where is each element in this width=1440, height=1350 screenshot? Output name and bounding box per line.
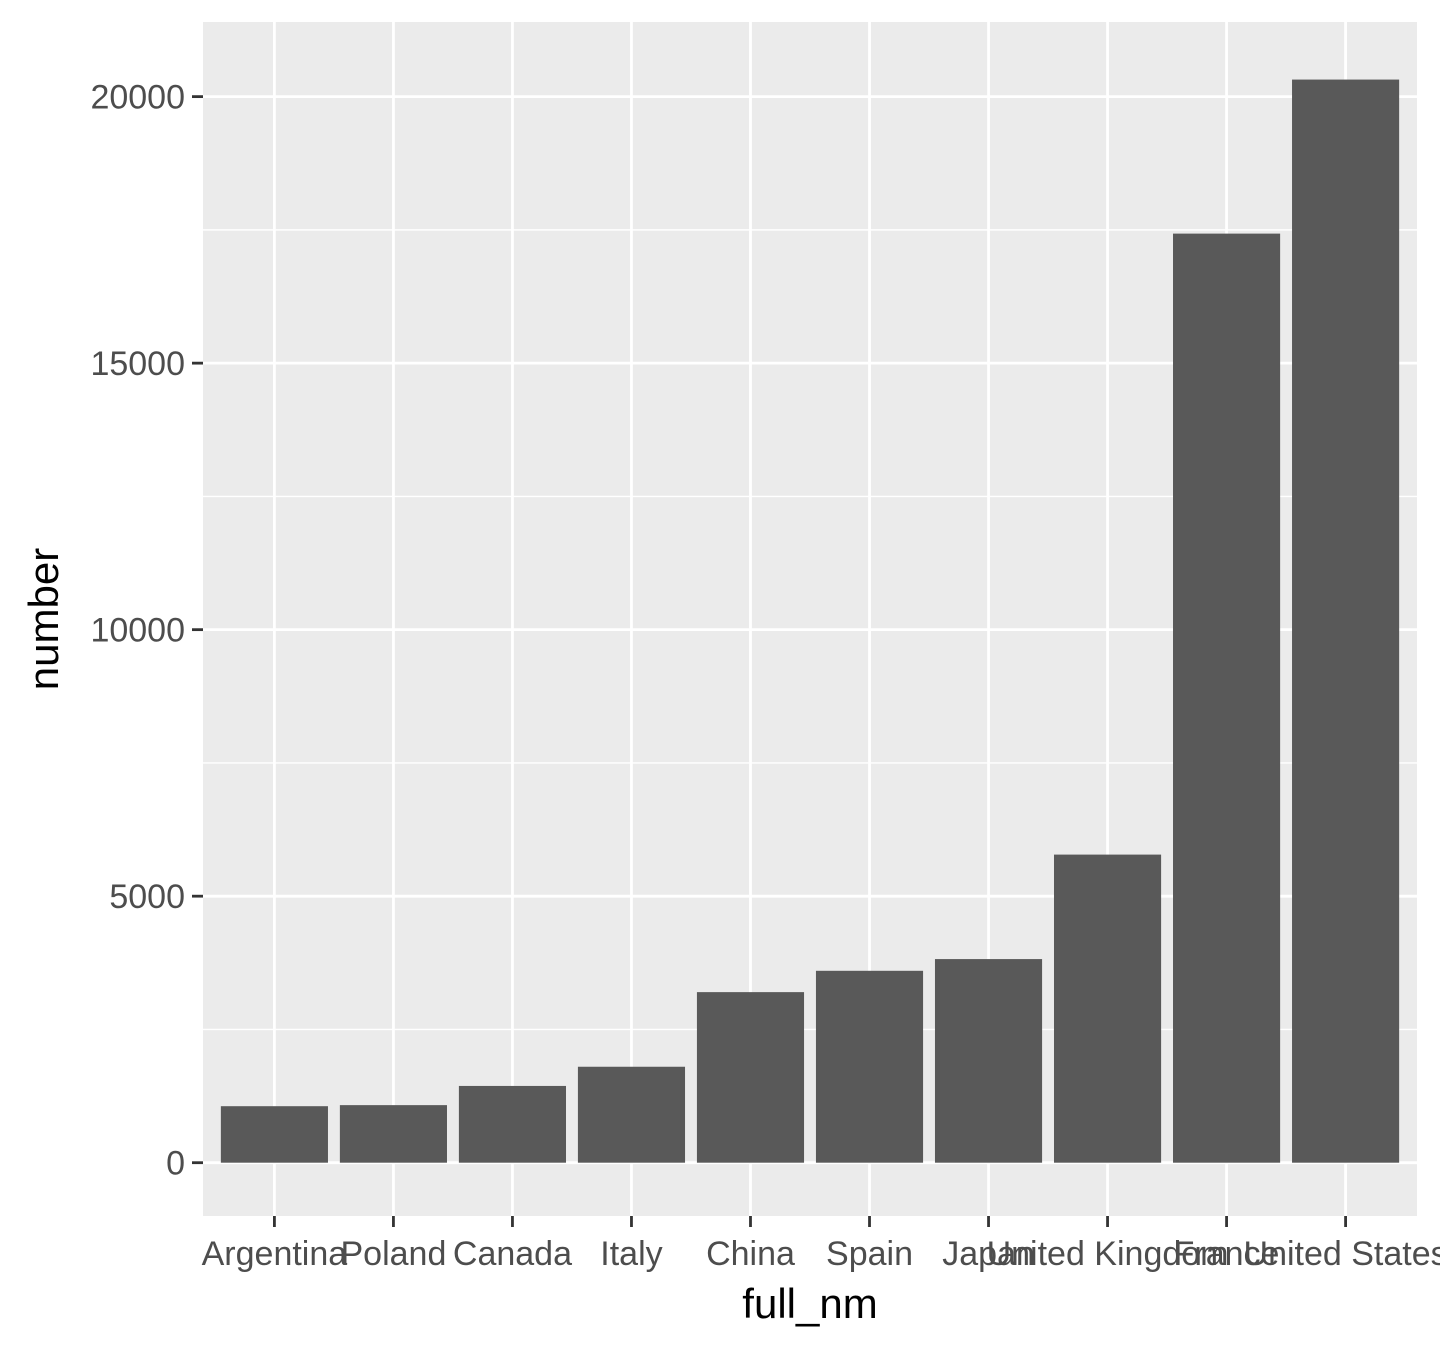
- x-tick-label: United Kingdom: [987, 1235, 1229, 1273]
- y-tick-label: 0: [166, 1145, 185, 1183]
- bar-poland: [339, 1105, 447, 1163]
- x-tick-label: United States: [1244, 1235, 1440, 1273]
- bar-canada: [458, 1085, 567, 1163]
- y-tick-label: 5000: [109, 878, 185, 916]
- bar-argentina: [220, 1106, 328, 1163]
- bars: [220, 79, 1400, 1163]
- y-tick-label: 10000: [90, 612, 185, 650]
- x-tick-label: Spain: [826, 1235, 913, 1273]
- x-axis-title: full_nm: [742, 1280, 877, 1327]
- bar-united-kingdom: [1053, 854, 1162, 1163]
- x-tick-label: Italy: [600, 1235, 662, 1273]
- y-axis-title: number: [20, 548, 67, 690]
- x-tick-label: Argentina: [202, 1235, 348, 1273]
- y-axis-ticks: 0 5000 10000 15000 20000: [90, 79, 203, 1183]
- bar-spain: [815, 970, 924, 1163]
- bar-united-states: [1292, 79, 1400, 1163]
- y-tick-label: 20000: [90, 79, 185, 117]
- bar-china: [696, 992, 805, 1163]
- x-tick-label: Japan: [942, 1235, 1035, 1273]
- x-tick-label: Poland: [340, 1235, 446, 1273]
- bar-japan: [934, 959, 1043, 1163]
- x-tick-label: China: [706, 1235, 795, 1273]
- x-tick-label: France: [1174, 1235, 1280, 1273]
- bar-france: [1173, 233, 1281, 1163]
- x-tick-label: Canada: [453, 1235, 572, 1273]
- bar-italy: [577, 1066, 686, 1163]
- y-tick-label: 15000: [90, 345, 185, 383]
